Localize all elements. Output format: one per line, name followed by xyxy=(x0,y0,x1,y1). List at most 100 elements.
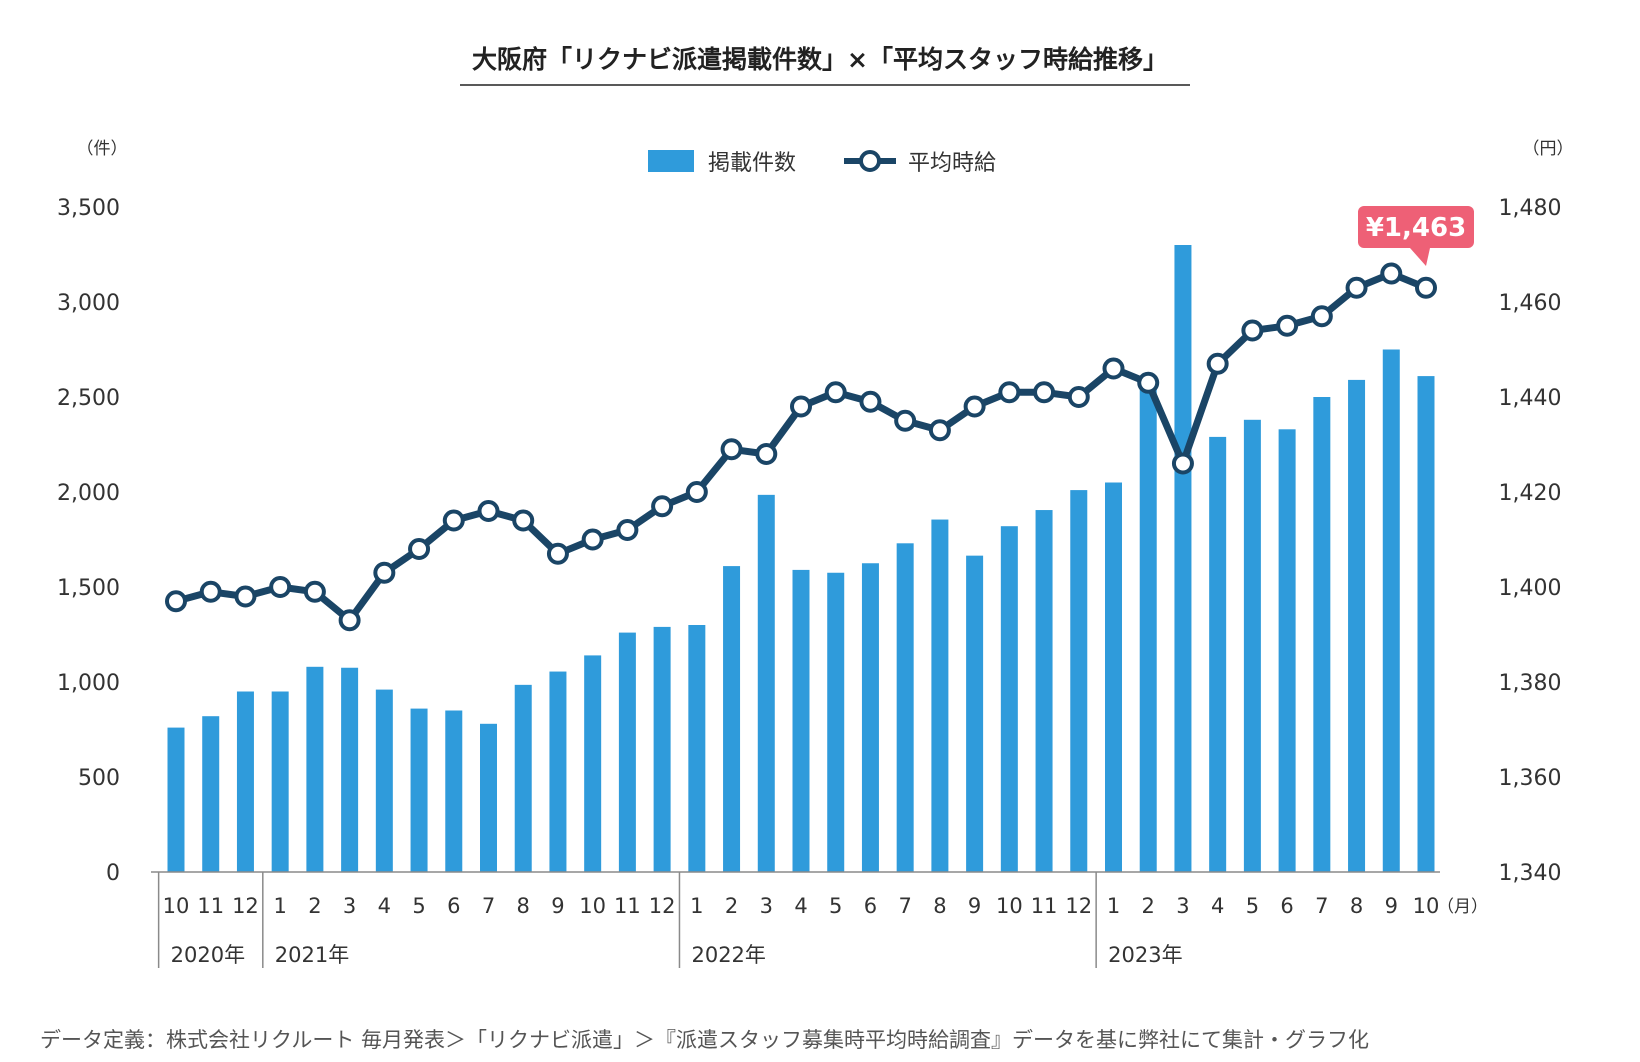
wage-point xyxy=(859,390,882,413)
value-callout: ¥1,463 xyxy=(1358,206,1474,266)
bar xyxy=(1278,429,1296,872)
bar xyxy=(306,666,324,872)
wage-point xyxy=(234,585,257,608)
left-tick-label: 1,000 xyxy=(57,671,120,696)
wage-point xyxy=(303,580,326,603)
right-tick-label: 1,440 xyxy=(1499,386,1562,411)
month-label: 10 xyxy=(163,894,190,918)
bar xyxy=(236,691,254,872)
month-label: 2 xyxy=(725,894,738,918)
month-label: 4 xyxy=(1211,894,1224,918)
year-label: 2021年 xyxy=(275,943,349,967)
right-tick-label: 1,340 xyxy=(1499,861,1562,886)
bar xyxy=(1035,510,1053,872)
wage-point xyxy=(651,495,674,518)
wage-point xyxy=(928,419,951,442)
left-tick-label: 3,500 xyxy=(57,196,120,221)
legend-bar-label: 掲載件数 xyxy=(708,151,796,176)
right-tick-label: 1,480 xyxy=(1499,196,1562,221)
left-axis-unit: （件） xyxy=(77,139,128,159)
bar xyxy=(1348,379,1366,872)
bar xyxy=(1417,376,1435,872)
bar xyxy=(931,519,949,872)
bar xyxy=(1139,381,1157,872)
bar xyxy=(271,691,289,872)
wage-point xyxy=(442,509,465,532)
month-label: 4 xyxy=(378,894,391,918)
wage-point xyxy=(616,519,639,541)
wage-point xyxy=(1415,276,1437,299)
month-label: 7 xyxy=(482,894,495,918)
wage-point xyxy=(1102,357,1125,380)
wage-point xyxy=(1345,276,1368,299)
wage-point xyxy=(1310,305,1333,328)
month-label: 5 xyxy=(412,894,425,918)
wage-point xyxy=(165,590,187,613)
month-label: 4 xyxy=(794,894,807,918)
wage-point xyxy=(199,580,222,603)
wage-point xyxy=(1380,262,1403,285)
month-label: 12 xyxy=(1065,894,1092,918)
bar xyxy=(827,572,845,872)
month-label: 10 xyxy=(579,894,606,918)
right-tick-label: 1,460 xyxy=(1499,291,1562,316)
month-label: 6 xyxy=(864,894,877,918)
axes: 0 500 1,000 1,500 2,000 2,500 3,000 3,500 1,340 1… xyxy=(57,196,1561,968)
bar xyxy=(1070,490,1088,872)
wage-point xyxy=(477,500,500,522)
wage-point xyxy=(373,561,396,584)
wage-point xyxy=(1206,352,1229,375)
wage-point xyxy=(269,576,292,598)
source-note: データ定義：株式会社リクルート 毎月発表＞「リクナビ派遣」＞『派遣スタッフ募集時… xyxy=(40,1028,1369,1052)
month-label: 6 xyxy=(447,894,460,918)
bar xyxy=(966,555,984,872)
month-label: 10 xyxy=(996,894,1023,918)
bar xyxy=(1174,245,1192,872)
month-label: 1 xyxy=(1107,894,1120,918)
bar xyxy=(1243,419,1261,872)
bar xyxy=(723,566,741,872)
month-label: 11 xyxy=(614,894,641,918)
month-label: 9 xyxy=(968,894,981,918)
bar xyxy=(1382,349,1400,872)
month-label: 7 xyxy=(898,894,911,918)
bar xyxy=(792,569,810,872)
wage-point xyxy=(1067,386,1090,408)
month-label: 1 xyxy=(690,894,703,918)
wage-point xyxy=(1171,452,1194,475)
x-axis-unit: （月） xyxy=(1437,897,1488,917)
chart-title: 大阪府「リクナビ派遣掲載件数」×「平均スタッフ時給推移」 xyxy=(472,45,1168,74)
legend: 掲載件数 平均時給 xyxy=(648,150,996,176)
bar xyxy=(653,626,671,872)
wage-point xyxy=(755,443,778,465)
month-label: 7 xyxy=(1315,894,1328,918)
month-label: 9 xyxy=(1385,894,1398,918)
month-label: 2 xyxy=(308,894,321,918)
bar xyxy=(584,655,602,872)
wage-point xyxy=(1276,314,1299,337)
bar xyxy=(341,667,359,872)
bar xyxy=(688,625,706,872)
right-tick-label: 1,360 xyxy=(1499,766,1562,791)
bar xyxy=(757,494,775,872)
bar xyxy=(896,543,914,872)
bar xyxy=(1105,482,1122,872)
right-tick-label: 1,380 xyxy=(1499,671,1562,696)
bar xyxy=(202,716,220,872)
month-label: 12 xyxy=(649,894,676,918)
wage-point xyxy=(546,542,569,565)
month-label: 3 xyxy=(343,894,356,918)
wage-point xyxy=(1241,319,1264,342)
right-tick-label: 1,400 xyxy=(1499,576,1562,601)
wage-point xyxy=(894,409,917,432)
bar xyxy=(514,684,532,872)
right-tick-label: 1,420 xyxy=(1499,481,1562,506)
month-label: 3 xyxy=(1176,894,1189,918)
wage-point xyxy=(685,481,708,503)
legend-line-label: 平均時給 xyxy=(908,151,996,176)
month-label: 2 xyxy=(1142,894,1155,918)
year-label: 2023年 xyxy=(1108,943,1182,967)
wage-point xyxy=(408,538,431,560)
wage-point xyxy=(338,609,361,632)
